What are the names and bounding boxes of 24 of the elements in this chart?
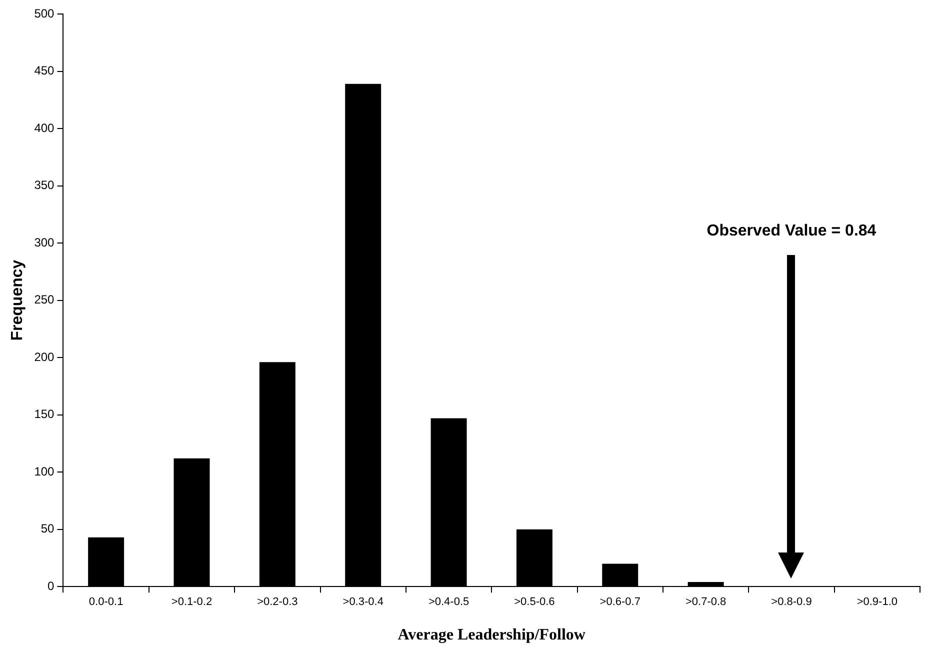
y-tick-label: 350	[34, 178, 55, 192]
x-tick-label: >0.2-0.3	[257, 596, 298, 608]
x-tick-label: >0.1-0.2	[171, 596, 212, 608]
annotation: Observed Value = 0.84	[706, 222, 876, 240]
x-tick-label: >0.4-0.5	[428, 596, 470, 608]
x-tick-label: >0.3-0.4	[342, 596, 384, 608]
x-tick-label: >0.5-0.6	[514, 596, 555, 608]
y-tick-label: 100	[34, 464, 55, 478]
y-tick-label: 0	[48, 578, 55, 593]
y-tick-label: 150	[34, 407, 55, 422]
x-tick-label: >0.8-0.9	[771, 596, 812, 608]
y-tick-label: 250	[34, 292, 55, 307]
y-tick-label: 500	[34, 6, 55, 20]
y-axis-title: Frequency	[9, 260, 26, 341]
x-tick-label: 0.0-0.1	[88, 596, 124, 608]
x-tick-label: >0.7-0.8	[685, 596, 726, 608]
y-tick-label: 450	[34, 64, 55, 78]
x-tick-label: >0.9-1.0	[856, 596, 898, 608]
y-tick-label: 50	[40, 522, 55, 536]
y-tick-label: 300	[34, 235, 55, 250]
y-tick-label: 400	[34, 120, 55, 135]
x-tick-label: >0.6-0.7	[600, 596, 640, 608]
y-tick-label: 200	[34, 350, 55, 364]
x-axis-title: Average Leadership/Follow	[398, 626, 586, 644]
